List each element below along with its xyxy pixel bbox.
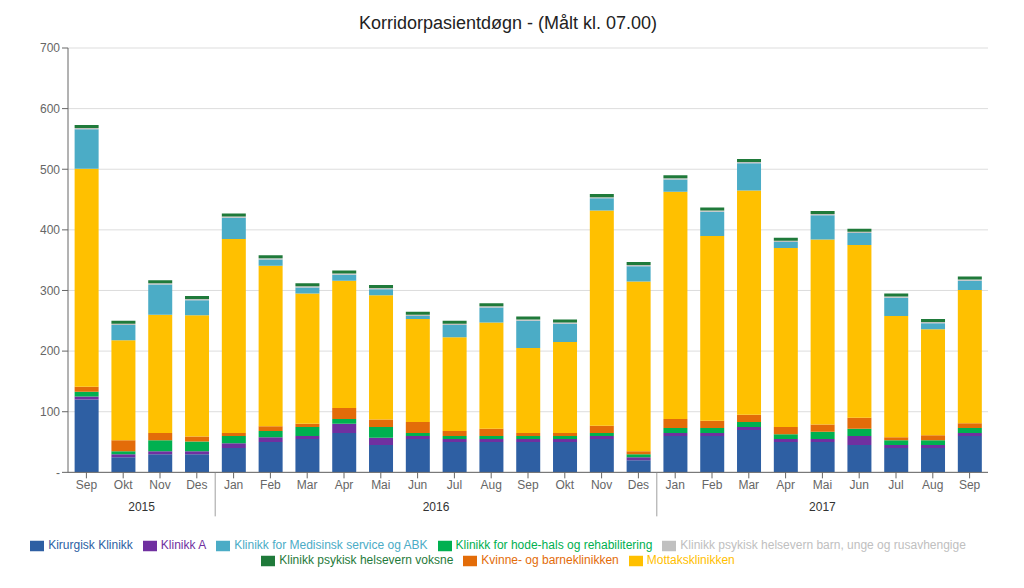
svg-text:100: 100 — [40, 405, 60, 419]
svg-text:200: 200 — [40, 344, 60, 358]
svg-text:Jan: Jan — [666, 478, 685, 492]
svg-text:-: - — [56, 466, 60, 480]
svg-text:Feb: Feb — [260, 478, 281, 492]
svg-text:2016: 2016 — [423, 500, 450, 514]
svg-text:Mai: Mai — [371, 478, 390, 492]
html-text:Kirurgisk Klinikk: Kirurgisk Klinikk — [48, 538, 133, 553]
svg-text:Jun: Jun — [408, 478, 427, 492]
svg-text:Apr: Apr — [776, 478, 795, 492]
svg-text:2017: 2017 — [809, 500, 836, 514]
svg-text:Nov: Nov — [591, 478, 612, 492]
svg-text:Aug: Aug — [922, 478, 943, 492]
html-text:Klinikk for Medisinsk service: Klinikk for Medisinsk service og ABK — [234, 538, 428, 553]
svg-text:Mai: Mai — [813, 478, 832, 492]
svg-text:Des: Des — [186, 478, 207, 492]
svg-text:Sep: Sep — [517, 478, 539, 492]
html-text:Klinikk for hode-hals og rehab: Klinikk for hode-hals og rehabilitering — [455, 538, 653, 553]
svg-text:Sep: Sep — [76, 478, 98, 492]
svg-text:Jul: Jul — [888, 478, 903, 492]
html-text:Klinikk psykisk helsevern voks: Klinikk psykisk helsevern voksne — [279, 553, 454, 568]
svg-text:Des: Des — [628, 478, 649, 492]
svg-text:500: 500 — [40, 163, 60, 177]
svg-text:300: 300 — [40, 284, 60, 298]
svg-text:400: 400 — [40, 223, 60, 237]
svg-text:Jan: Jan — [224, 478, 243, 492]
svg-text:Okt: Okt — [555, 478, 574, 492]
svg-text:Mar: Mar — [738, 478, 759, 492]
svg-text:Aug: Aug — [481, 478, 502, 492]
svg-text:Feb: Feb — [702, 478, 723, 492]
svg-text:600: 600 — [40, 102, 60, 116]
html-text:Korridorpasientdøgn - (Målt kl: Korridorpasientdøgn - (Målt kl. 07.00) — [358, 13, 658, 33]
svg-text:Sep: Sep — [959, 478, 981, 492]
html-text:Mottaksklinikken: Mottaksklinikken — [646, 553, 735, 568]
svg-text:Okt: Okt — [114, 478, 133, 492]
svg-text:Jul: Jul — [447, 478, 462, 492]
svg-text:Nov: Nov — [149, 478, 170, 492]
html-text:Kvinne- og barneklinikken: Kvinne- og barneklinikken — [481, 553, 619, 568]
svg-text:Apr: Apr — [335, 478, 354, 492]
svg-text:700: 700 — [40, 41, 60, 55]
svg-text:Jun: Jun — [850, 478, 869, 492]
svg-text:2015: 2015 — [128, 500, 155, 514]
html-text:Klinikk A: Klinikk A — [160, 538, 207, 553]
svg-text:Mar: Mar — [297, 478, 318, 492]
html-text:Klinikk psykisk helsevern barn: Klinikk psykisk helsevern barn, unge og … — [680, 538, 966, 553]
